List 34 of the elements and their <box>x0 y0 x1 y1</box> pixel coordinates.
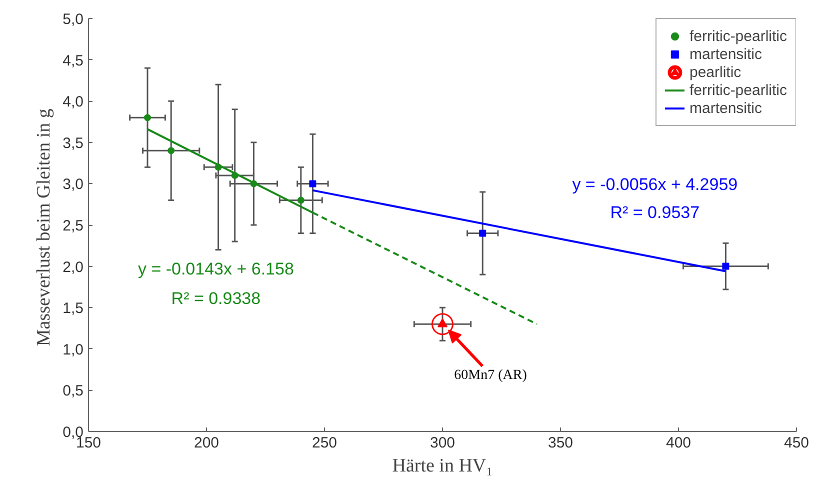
y-axis-title: Masseverlust beim Gleiten in g <box>34 108 55 346</box>
legend-label: pearlitic <box>689 63 742 81</box>
annotation: y = -0.0056x + 4.2959 <box>572 175 738 194</box>
annotation: y = -0.0143x + 6.158 <box>138 259 294 278</box>
y-tick-label: 0,5 <box>62 382 84 400</box>
y-tick-label: 2,5 <box>62 218 84 234</box>
y-tick-label: 3,5 <box>62 134 84 152</box>
legend-label: ferritic-pearlitic <box>689 81 787 99</box>
y-tick-label: 4,5 <box>62 52 84 70</box>
annotation: 60Mn7 (AR) <box>454 368 528 384</box>
point <box>722 262 730 270</box>
y-tick-label: 4,0 <box>62 94 84 111</box>
x-axis-title: Härte in HV₁ <box>392 456 493 476</box>
point <box>144 114 151 122</box>
y-tick-label: 1,5 <box>62 300 84 318</box>
point <box>479 230 486 237</box>
legend-label: ferritic-pearlitic <box>689 27 787 45</box>
annotation: R² = 0.9537 <box>610 203 700 222</box>
y-tick-label: 2,0 <box>62 258 84 276</box>
x-tick-label: 200 <box>194 434 220 452</box>
x-tick-label: 350 <box>548 434 574 452</box>
legend-label: martensitic <box>689 45 762 63</box>
annotation: R² = 0.9338 <box>171 289 261 308</box>
y-tick-label: 1,0 <box>62 341 84 358</box>
point <box>309 180 316 188</box>
point <box>297 196 304 204</box>
x-tick-label: 400 <box>666 434 692 452</box>
point <box>168 147 175 154</box>
y-tick-label: 3,0 <box>62 176 84 194</box>
y-tick-label: 5,0 <box>62 11 84 28</box>
x-tick-label: 250 <box>312 434 338 452</box>
x-tick-label: 450 <box>784 434 810 452</box>
legend-label: martensitic <box>689 99 762 117</box>
x-tick-label: 300 <box>430 434 456 452</box>
